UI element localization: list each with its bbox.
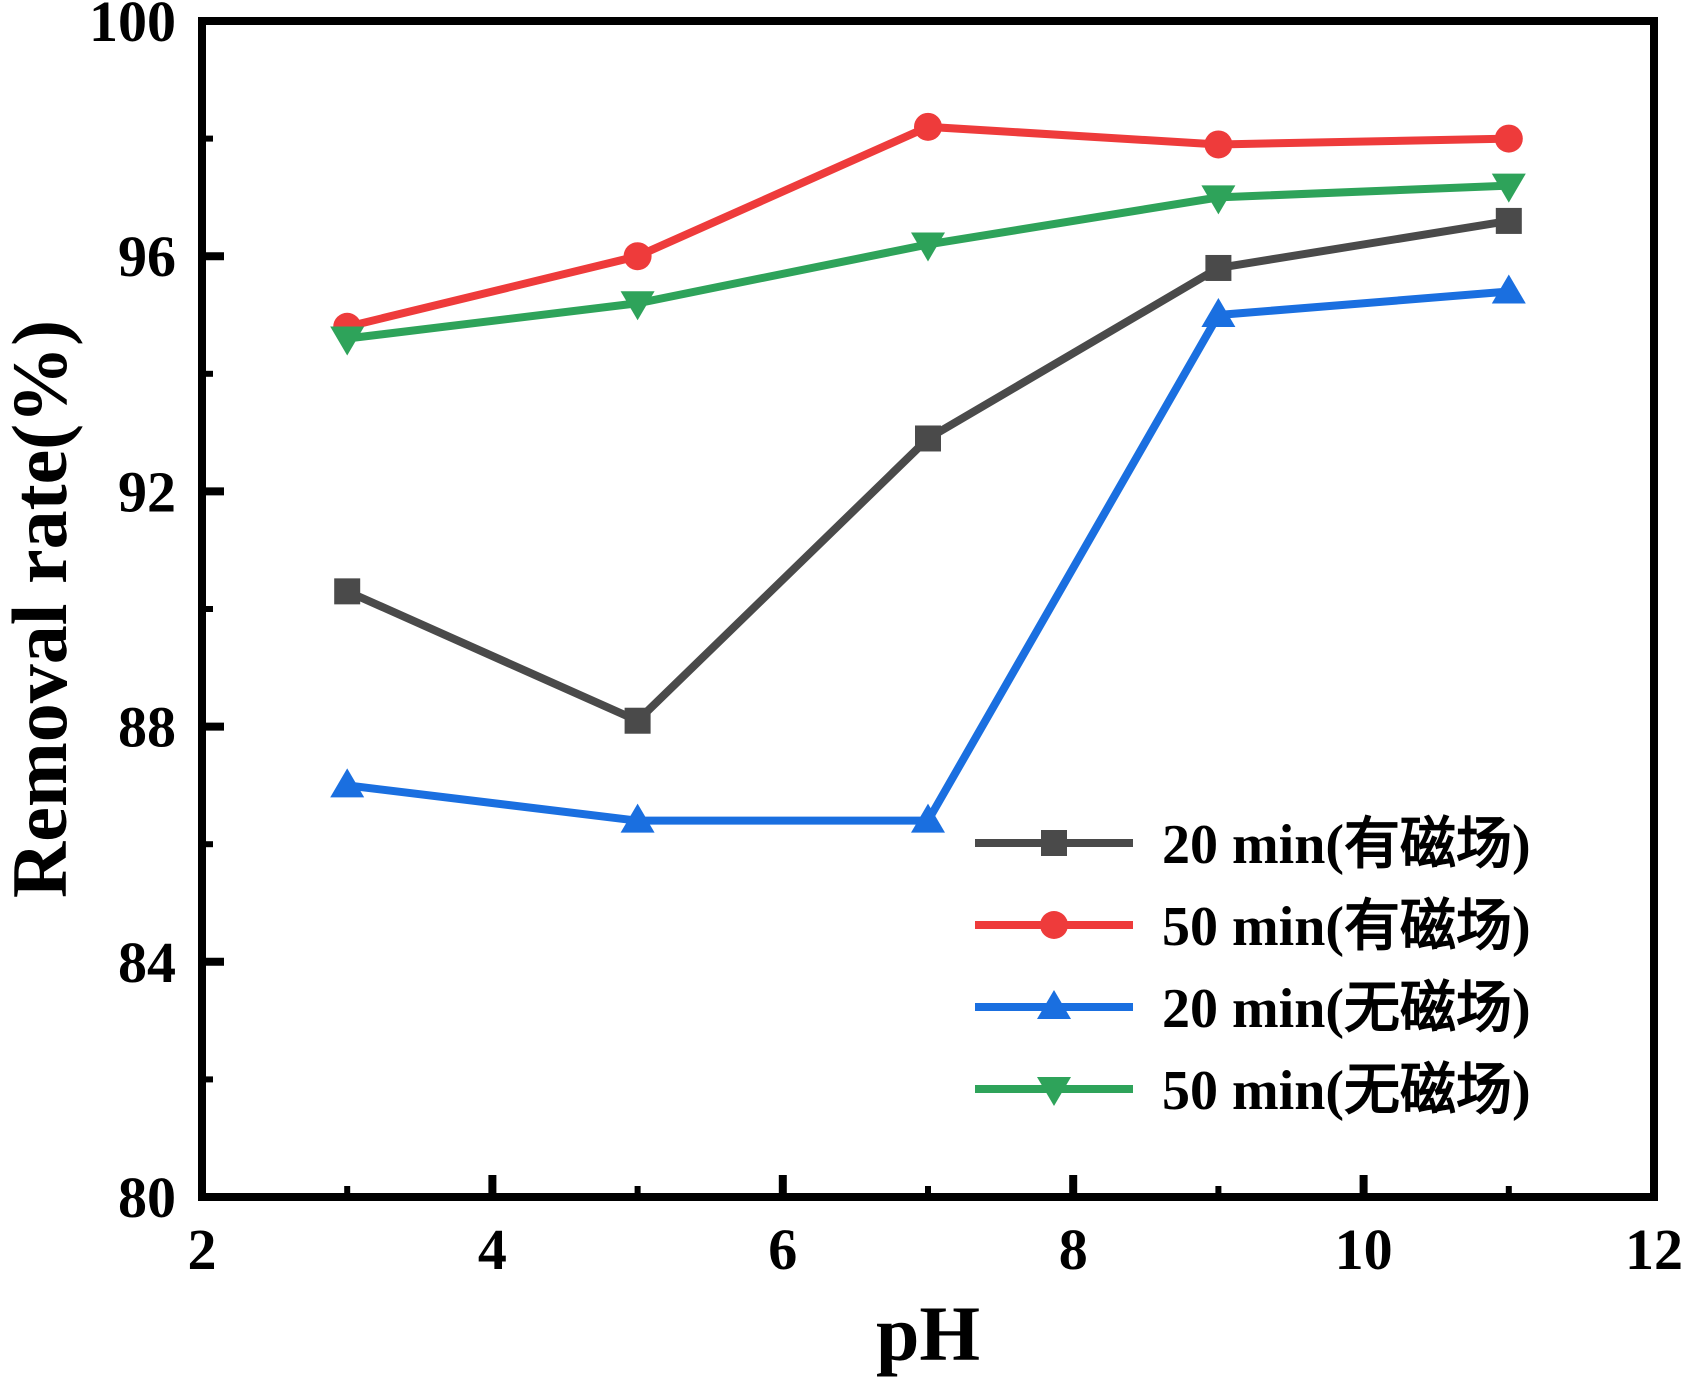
data-point — [1205, 254, 1232, 281]
legend-label: 20 min(无磁场) — [1162, 978, 1531, 1040]
legend-marker — [1037, 1077, 1071, 1106]
y-tick-label: 84 — [118, 930, 176, 995]
series-line — [346, 181, 1509, 343]
data-point — [330, 768, 365, 798]
legend-label: 20 min(有磁场) — [1162, 814, 1531, 876]
data-point — [620, 803, 655, 833]
legend-marker — [1041, 830, 1067, 856]
x-tick-label: 8 — [1059, 1217, 1088, 1282]
x-tick-label: 12 — [1625, 1217, 1683, 1282]
y-tick-label: 92 — [118, 459, 176, 524]
y-tick-label: 96 — [118, 224, 176, 289]
data-point — [911, 232, 945, 262]
legend: 20 min(有磁场) 50 min(有磁场) 20 min(无磁场) 50 min(… — [975, 814, 1531, 1122]
legend-label: 50 min(有磁场) — [1162, 896, 1531, 958]
data-point — [1204, 130, 1233, 159]
legend-item: 20 min(无磁场) — [975, 978, 1531, 1040]
y-tick-label: 88 — [118, 695, 176, 760]
x-tick-label: 2 — [188, 1217, 217, 1282]
y-tick-label: 80 — [118, 1165, 176, 1230]
data-point — [1201, 298, 1236, 327]
x-tick-label: 6 — [768, 1217, 797, 1282]
y-tick-label: 100 — [89, 0, 176, 54]
data-point — [1491, 274, 1526, 304]
data-point — [330, 326, 365, 356]
y-axis-title: Removal rate(%) — [0, 320, 83, 898]
x-tick-label: 4 — [478, 1217, 507, 1282]
data-point — [915, 425, 941, 452]
legend-marker — [1037, 990, 1071, 1019]
data-point — [334, 578, 361, 605]
data-point — [1491, 173, 1526, 203]
data-point — [624, 707, 651, 734]
series-1 — [334, 207, 1522, 734]
series-line — [346, 122, 1509, 331]
series-2 — [333, 112, 1523, 341]
series-3 — [330, 274, 1526, 833]
data-point — [620, 291, 655, 321]
data-point — [914, 112, 942, 141]
data-point — [1495, 207, 1522, 234]
legend-item: 20 min(有磁场) — [975, 814, 1531, 876]
data-point — [1201, 185, 1236, 215]
plot-frame — [198, 17, 1658, 1201]
x-axis-title: pH — [876, 1290, 980, 1377]
legend-item: 50 min(有磁场) — [975, 896, 1531, 958]
series-lines — [330, 112, 1526, 833]
legend-label: 50 min(无磁场) — [1162, 1060, 1531, 1122]
series-4 — [330, 173, 1526, 356]
x-tick-label: 10 — [1335, 1217, 1393, 1282]
axis-ticks: 2 4 6 8 10 12 80 84 88 92 96 100 — [89, 0, 1683, 1282]
series-line — [346, 287, 1510, 825]
legend-item: 50 min(无磁场) — [975, 1060, 1531, 1122]
data-point — [623, 242, 652, 271]
data-point — [911, 803, 945, 833]
legend-marker — [1040, 911, 1068, 939]
data-point — [1494, 124, 1523, 153]
series-line — [345, 216, 1510, 726]
